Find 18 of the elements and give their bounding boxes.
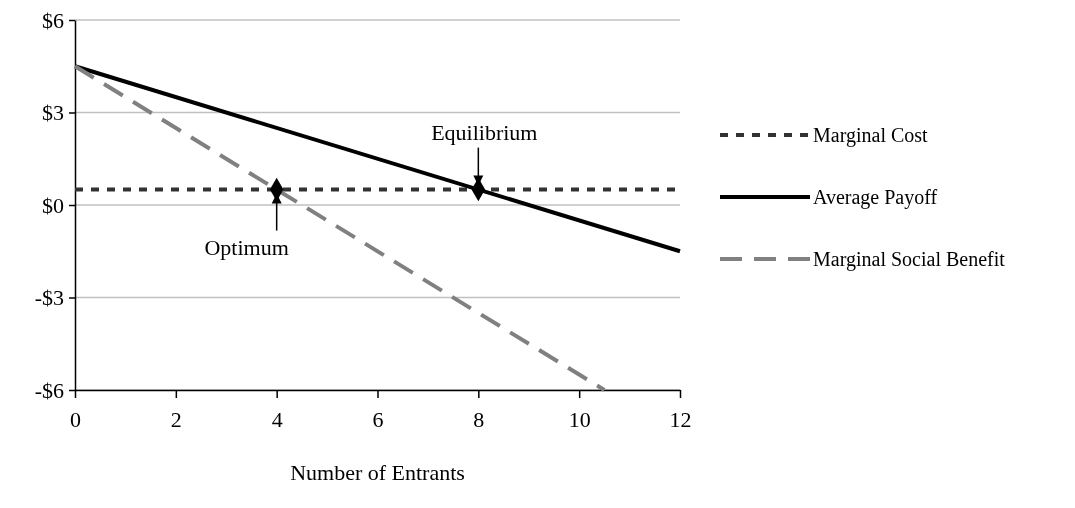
x-tick-label: 8 [473, 407, 485, 433]
x-tick-label: 0 [70, 407, 81, 433]
x-tick-label: 10 [568, 407, 591, 433]
y-tick-label: $3 [42, 100, 64, 126]
x-tick-label: 2 [170, 407, 182, 433]
y-tick-label: -$3 [34, 285, 64, 311]
x-tick-label: 4 [271, 407, 283, 433]
legend-label: Average Payoff [813, 186, 938, 209]
x-tick-label: 6 [372, 407, 384, 433]
annotation: Optimum [204, 234, 289, 260]
legend-label: Marginal Social Benefit [813, 248, 1006, 271]
x-tick-label: 12 [669, 407, 692, 433]
y-tick-label: -$6 [34, 377, 64, 403]
y-tick-label: $6 [42, 7, 64, 33]
y-tick-label: $0 [42, 192, 64, 218]
x-axis-title: Number of Entrants [290, 460, 465, 485]
legend-label: Marginal Cost [813, 124, 929, 147]
annotation: Equilibrium [431, 119, 538, 145]
